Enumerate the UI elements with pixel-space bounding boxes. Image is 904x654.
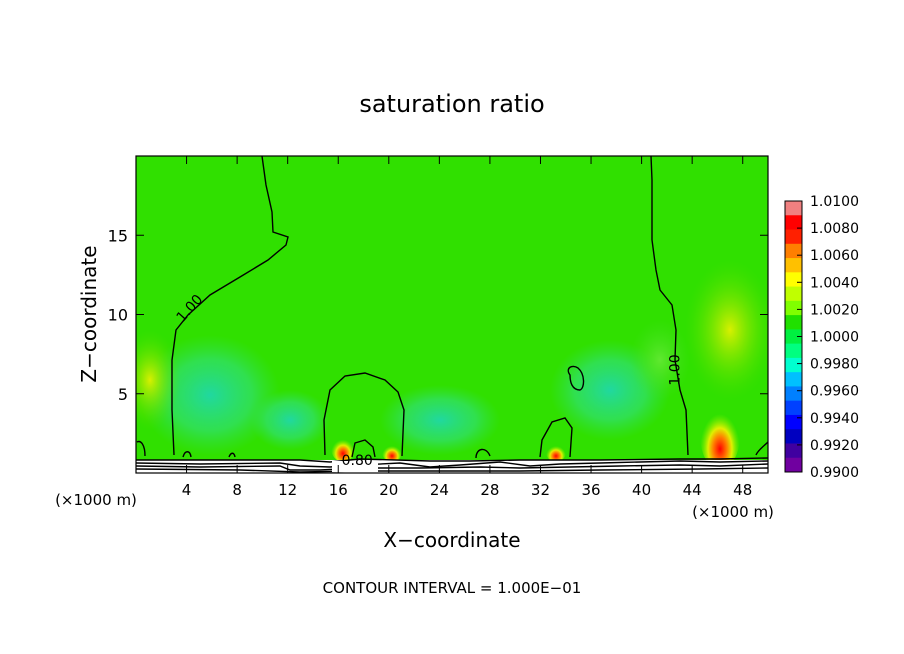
y-tick-label: 10	[108, 306, 128, 325]
colorbar-swatch	[785, 329, 802, 345]
colorbar: 1.0100 1.0080 1.0060 1.0040 1.0020 1.0000 0.99…	[784, 194, 859, 481]
colorbar-swatch	[785, 357, 802, 373]
x-tick-label: 20	[379, 481, 398, 499]
x-tick-label: 16	[329, 481, 348, 499]
heatmap-field	[136, 156, 768, 473]
colorbar-label: 1.0100	[810, 194, 859, 210]
colorbar-swatch	[785, 258, 802, 273]
colorbar-swatch	[785, 300, 802, 316]
colorbar-label: 1.0080	[810, 221, 859, 237]
x-tick-label: 24	[430, 481, 449, 499]
colorbar-swatch	[785, 400, 802, 416]
colorbar-label: 0.9980	[810, 357, 859, 373]
colorbar-swatch	[785, 243, 802, 259]
colorbar-label: 1.0020	[810, 302, 859, 318]
x-tick-label: 28	[480, 481, 499, 499]
x-tick-label: 32	[531, 481, 550, 499]
x-tick-label: 44	[683, 481, 702, 499]
x-axis-label: X−coordinate	[383, 528, 520, 552]
colorbar-swatch	[785, 429, 802, 444]
x-axis-ticks: 4 8 12 16 20 24 28 32 36 40 44 48	[182, 156, 752, 499]
contour-label-knockout	[332, 461, 378, 472]
colorbar-swatch	[785, 286, 802, 302]
y-axis-label: Z−coordinate	[77, 245, 101, 382]
colorbar-label: 1.0060	[810, 248, 859, 264]
contour-label: 0.80	[342, 453, 373, 469]
colorbar-swatch	[785, 443, 802, 459]
colorbar-label: 1.0040	[810, 275, 859, 291]
colorbar-label: 0.9920	[810, 438, 859, 454]
colorbar-swatch	[785, 229, 802, 245]
x-tick-label: 8	[232, 481, 242, 499]
colorbar-swatch	[785, 414, 802, 430]
colorbar-swatch	[785, 315, 802, 330]
contour-interval-note: CONTOUR INTERVAL = 1.000E−01	[323, 579, 582, 597]
colorbar-label: 0.9940	[810, 411, 859, 427]
colorbar-label: 0.9960	[810, 384, 859, 400]
x-unit-left: (×1000 m)	[55, 491, 137, 509]
contour-lines	[136, 156, 768, 473]
colorbar-swatch	[785, 386, 802, 402]
y-axis-ticks: 5 10 15	[108, 226, 768, 404]
colorbar-swatch	[785, 457, 802, 473]
contour-label: 1.00	[668, 354, 684, 385]
x-tick-label: 48	[733, 481, 752, 499]
colorbar-swatch	[785, 201, 802, 216]
colorbar-swatch	[785, 215, 802, 231]
y-tick-label: 15	[108, 226, 128, 245]
colorbar-swatch	[785, 343, 802, 359]
x-tick-label: 36	[581, 481, 600, 499]
x-tick-label: 40	[632, 481, 651, 499]
x-unit-right: (×1000 m)	[692, 503, 774, 521]
chart-title: saturation ratio	[359, 90, 544, 118]
colorbar-label: 1.0000	[810, 330, 859, 346]
x-tick-label: 12	[278, 481, 297, 499]
y-tick-label: 5	[118, 385, 128, 404]
colorbar-label: 0.9900	[810, 465, 859, 481]
x-tick-label: 4	[182, 481, 192, 499]
colorbar-swatch	[785, 272, 802, 288]
colorbar-swatch	[785, 372, 802, 387]
